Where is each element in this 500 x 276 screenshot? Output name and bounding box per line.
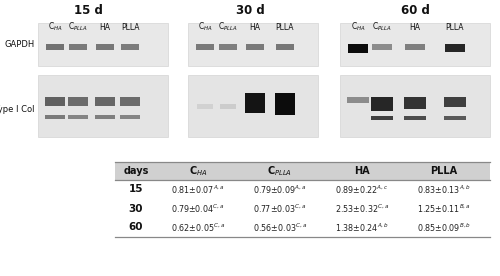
- Text: 0.62±0.05$^{C,a}$: 0.62±0.05$^{C,a}$: [171, 221, 225, 234]
- Bar: [220, 104, 236, 109]
- Bar: [245, 93, 265, 113]
- Text: days: days: [124, 166, 148, 176]
- Bar: [121, 44, 139, 50]
- Bar: [340, 75, 490, 137]
- Bar: [69, 44, 87, 50]
- Bar: [120, 115, 140, 119]
- Bar: [404, 116, 426, 120]
- Text: 0.77±0.03$^{C,a}$: 0.77±0.03$^{C,a}$: [253, 202, 307, 215]
- Text: HA: HA: [410, 23, 420, 31]
- Bar: [188, 23, 318, 66]
- Text: 0.85±0.09$^{B,b}$: 0.85±0.09$^{B,b}$: [417, 221, 471, 234]
- Bar: [371, 97, 393, 111]
- Text: 0.81±0.07$^{A,a}$: 0.81±0.07$^{A,a}$: [171, 183, 225, 196]
- Text: 0.56±0.03$^{C,a}$: 0.56±0.03$^{C,a}$: [253, 221, 307, 234]
- Text: 15 d: 15 d: [74, 4, 102, 17]
- Text: C$_{HA}$: C$_{HA}$: [198, 21, 212, 33]
- Bar: [45, 115, 65, 119]
- Text: 0.89±0.22$^{A,c}$: 0.89±0.22$^{A,c}$: [335, 183, 389, 196]
- Text: 0.79±0.04$^{C,a}$: 0.79±0.04$^{C,a}$: [171, 202, 225, 215]
- Text: HA: HA: [250, 23, 260, 31]
- Bar: [188, 75, 318, 137]
- Bar: [115, 162, 490, 180]
- Text: PLLA: PLLA: [121, 23, 139, 31]
- Text: HA: HA: [100, 23, 110, 31]
- Bar: [96, 44, 114, 50]
- Bar: [95, 97, 115, 106]
- Bar: [276, 44, 294, 50]
- Bar: [444, 116, 466, 120]
- Text: 30: 30: [129, 203, 144, 214]
- Bar: [196, 44, 214, 50]
- Bar: [197, 104, 213, 109]
- Text: C$_{PLLA}$: C$_{PLLA}$: [68, 21, 88, 33]
- Text: 30 d: 30 d: [236, 4, 264, 17]
- Text: C$_{HA}$: C$_{HA}$: [350, 21, 366, 33]
- Text: PLLA: PLLA: [276, 23, 294, 31]
- Text: PLLA: PLLA: [446, 23, 464, 31]
- Text: PLLA: PLLA: [430, 166, 458, 176]
- Text: C$_{PLLA}$: C$_{PLLA}$: [372, 21, 392, 33]
- Text: 1.25±0.11$^{B,a}$: 1.25±0.11$^{B,a}$: [417, 202, 471, 215]
- Text: C$_{PLLA}$: C$_{PLLA}$: [218, 21, 238, 33]
- Bar: [45, 97, 65, 106]
- Bar: [38, 75, 168, 137]
- Text: C$_{HA}$: C$_{HA}$: [48, 21, 62, 33]
- Text: 60 d: 60 d: [400, 4, 430, 17]
- Bar: [219, 44, 237, 50]
- Bar: [445, 44, 465, 52]
- Text: 0.83±0.13$^{A,b}$: 0.83±0.13$^{A,b}$: [417, 183, 471, 196]
- Bar: [68, 115, 88, 119]
- Bar: [275, 93, 295, 115]
- Bar: [246, 44, 264, 50]
- Bar: [340, 23, 490, 66]
- Text: 2.53±0.32$^{C,a}$: 2.53±0.32$^{C,a}$: [335, 202, 389, 215]
- Bar: [120, 97, 140, 106]
- Text: 15: 15: [129, 184, 144, 195]
- Bar: [444, 97, 466, 107]
- Text: 1.38±0.24$^{A,b}$: 1.38±0.24$^{A,b}$: [335, 221, 389, 234]
- Text: C$_{HA}$: C$_{HA}$: [188, 164, 208, 178]
- Text: 0.79±0.09$^{A,a}$: 0.79±0.09$^{A,a}$: [253, 183, 307, 196]
- Text: Type I Col: Type I Col: [0, 105, 35, 113]
- Bar: [348, 44, 368, 53]
- Text: 60: 60: [129, 222, 144, 232]
- Bar: [371, 116, 393, 120]
- Text: GAPDH: GAPDH: [5, 40, 35, 49]
- Bar: [38, 23, 168, 66]
- Bar: [46, 44, 64, 50]
- Bar: [404, 97, 426, 109]
- Bar: [372, 44, 392, 50]
- Bar: [405, 44, 425, 50]
- Text: C$_{PLLA}$: C$_{PLLA}$: [268, 164, 292, 178]
- Bar: [68, 97, 88, 106]
- Text: HA: HA: [354, 166, 370, 176]
- Bar: [95, 115, 115, 119]
- Bar: [347, 97, 369, 103]
